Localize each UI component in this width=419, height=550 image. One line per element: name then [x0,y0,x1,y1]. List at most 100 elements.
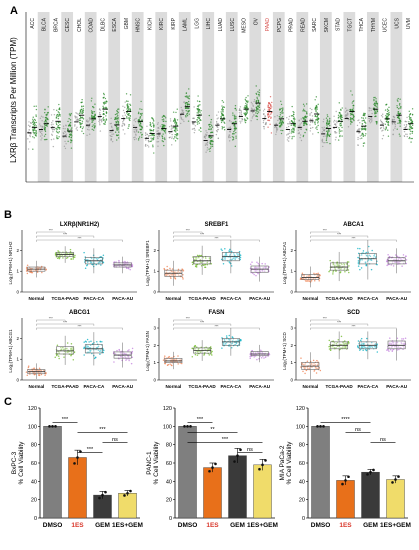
tumor-point [35,121,37,124]
data-point [205,257,207,259]
tumor-point [174,119,176,122]
normal-point [288,118,290,120]
tumor-point [176,108,178,110]
data-point [131,350,134,353]
data-point [405,255,407,257]
tumor-point [325,126,328,129]
data-point [340,267,342,269]
tumor-point [361,120,363,122]
tumor-point [102,92,105,95]
tumor-point [172,111,175,113]
normal-point [309,121,312,124]
significance-bracket [310,323,369,326]
data-point [196,256,198,259]
tumor-point [278,115,281,118]
data-point [222,262,225,265]
data-point [86,261,89,264]
data-point [26,374,29,376]
data-point [25,371,28,373]
tumor-point [293,135,295,138]
tumor-point [255,115,257,117]
tumor-point [267,116,269,118]
normal-point [253,99,256,101]
stripe [366,12,379,182]
tumor-point [80,101,83,104]
data-point [38,374,41,377]
data-point [54,356,56,359]
data-point [400,258,402,260]
tumor-point [326,141,328,144]
tumor-point [352,114,354,116]
data-point [403,257,405,260]
data-point [181,276,184,279]
category-label: DMSO [43,522,63,529]
significance-label: *** [337,321,342,325]
data-point [89,351,91,353]
tumor-point [137,122,140,124]
data-point [225,254,228,256]
data-point [97,345,100,348]
tumor-point [325,130,328,133]
cancer-type-label: MESO [242,18,248,33]
data-point [66,347,68,350]
tumor-point [173,136,176,138]
tumor-point [116,116,118,118]
normal-point [52,123,54,126]
tumor-point [384,109,387,111]
tumor-point [56,113,59,116]
replicate-point [391,481,394,484]
data-point [231,258,234,261]
tumor-point [291,120,293,123]
tumor-point [43,138,46,141]
significance-label: *** [63,233,68,237]
data-point [302,274,304,276]
tumor-point [411,120,414,123]
normal-point [404,120,406,123]
data-point [249,263,252,265]
tumor-point [245,119,247,122]
data-point [115,261,117,263]
data-point [405,259,408,261]
tumor-point [397,115,400,118]
normal-point [368,114,370,116]
data-point [69,248,72,251]
tumor-point [92,106,94,108]
normal-point [145,132,147,134]
data-point [176,271,178,274]
tumor-point [257,105,259,108]
normal-point [76,118,78,120]
tumor-point [408,115,410,118]
normal-point [144,144,147,146]
normal-point [358,119,360,121]
cancer-type-label: STAD [336,18,342,31]
tumor-point [410,119,413,121]
tumor-point [71,127,73,129]
data-point [341,263,343,266]
data-point [313,272,315,275]
tumor-point [305,122,308,124]
stripe [225,12,238,182]
tumor-point [32,123,34,126]
normal-point [133,131,135,133]
data-point [262,267,264,269]
normal-point [262,110,265,112]
tumor-point [151,134,153,137]
tumor-point [93,106,95,109]
normal-point [357,138,359,141]
tumor-point [340,124,343,126]
cancer-type-label: THYM [371,18,377,32]
tumor-point [270,132,273,134]
tumor-point [196,108,199,110]
normal-point [111,133,113,135]
tumor-point [91,112,93,114]
tumor-point [149,128,151,131]
tumor-point [220,121,223,124]
normal-point [380,120,383,123]
normal-point [334,139,337,141]
tumor-point [46,125,49,127]
normal-point [382,126,385,128]
significance-bracket [173,323,232,326]
data-point [313,370,315,372]
normal-point [99,124,101,126]
